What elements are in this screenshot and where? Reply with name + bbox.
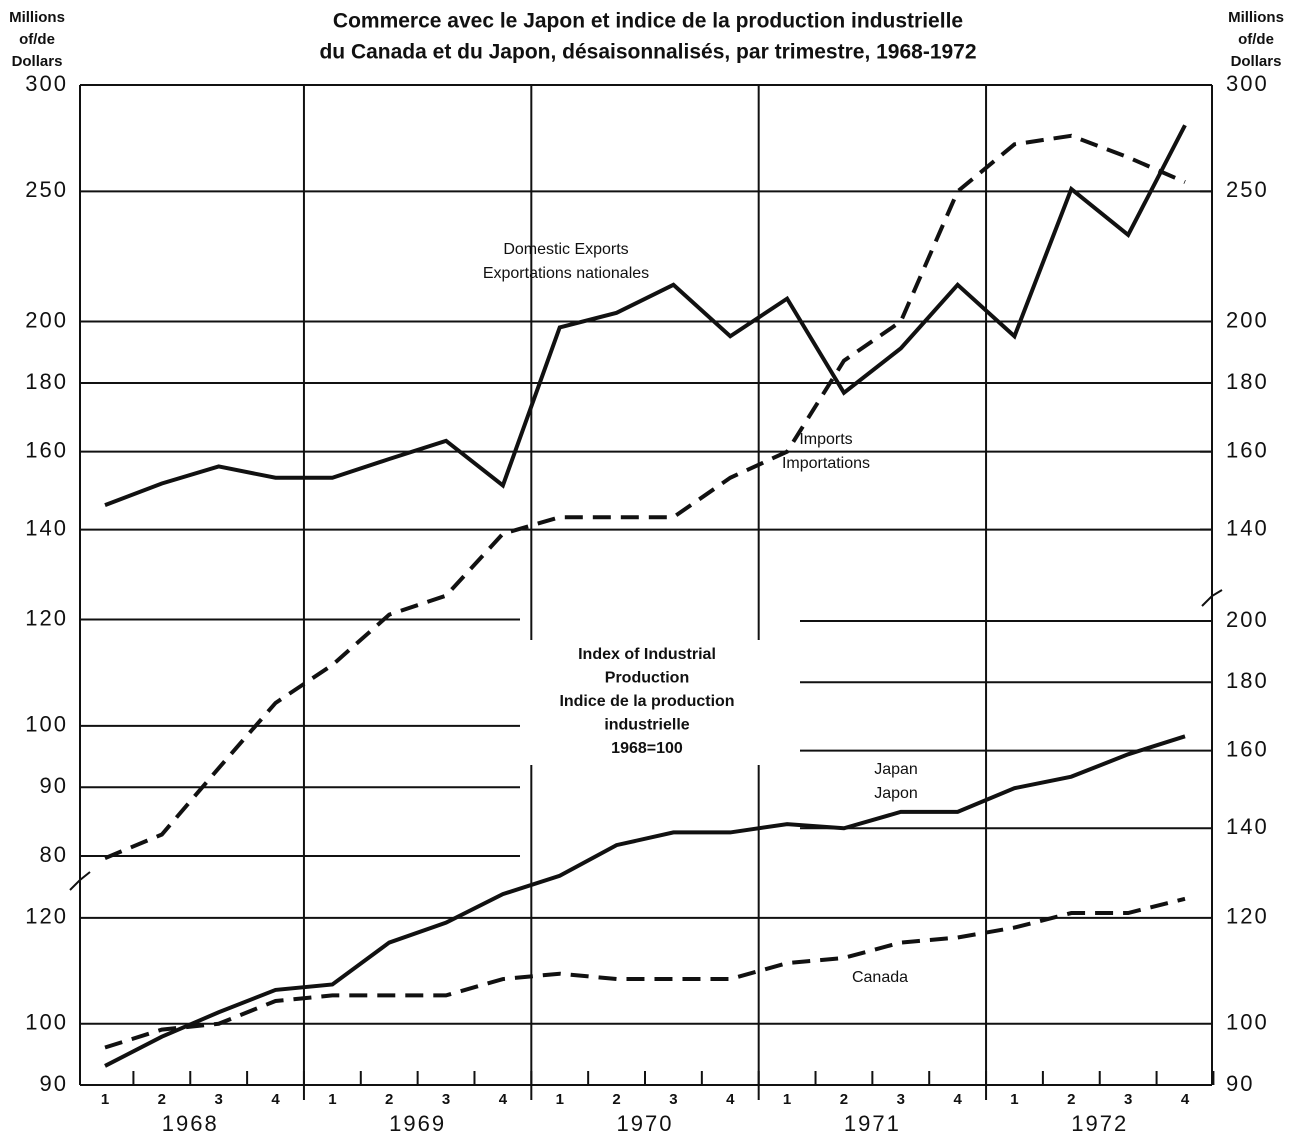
y-axis-label: of/de [19, 31, 55, 48]
y2-axis-label: Dollars [1231, 53, 1282, 70]
y-tick-label: 160 [25, 437, 68, 462]
series-label: Domestic Exports [503, 241, 628, 258]
axis-break [69, 871, 91, 891]
x-tick-label: 1 [328, 1091, 336, 1108]
series-label: Japan [874, 761, 918, 778]
series-line [104, 133, 1186, 861]
x-tick-label: 3 [1124, 1091, 1132, 1108]
x-tick-label: 4 [726, 1091, 735, 1108]
x-tick-label: 4 [499, 1091, 508, 1108]
y-tick-label: 300 [1226, 71, 1269, 96]
series-label: Japon [874, 785, 918, 802]
y-tick-label: 300 [25, 71, 68, 96]
y-tick-label: 80 [40, 842, 68, 867]
x-tick-label: 1 [1010, 1091, 1018, 1108]
y2-tick-label: 100 [25, 1010, 68, 1035]
note-background [530, 640, 766, 765]
y2-tick-label: 120 [25, 904, 68, 929]
y2-tick-label: 90 [1226, 1071, 1254, 1096]
y2-tick-label: 180 [1226, 668, 1269, 693]
series-line [104, 124, 1187, 507]
series-label: Imports [799, 431, 852, 448]
x-tick-label: 2 [158, 1091, 166, 1108]
x-tick-label: 2 [840, 1091, 848, 1108]
x-tick-label: 2 [1067, 1091, 1075, 1108]
x-tick-label: 4 [1181, 1091, 1190, 1108]
y2-tick-label: 90 [40, 1071, 68, 1096]
y-tick-label: 140 [1226, 515, 1269, 540]
y-tick-label: 250 [1226, 177, 1269, 202]
index-note: Production [605, 670, 689, 687]
y-axis-label: Dollars [12, 53, 63, 70]
x-tick-label: 3 [897, 1091, 905, 1108]
y2-tick-label: 200 [1226, 607, 1269, 632]
y-tick-label: 200 [1226, 307, 1269, 332]
series-line [104, 734, 1186, 1068]
y2-tick-label: 120 [1226, 904, 1269, 929]
y2-tick-label: 160 [1226, 736, 1269, 761]
y-tick-label: 100 [25, 712, 68, 737]
y2-tick-label: 140 [1226, 814, 1269, 839]
axis-break [1201, 589, 1223, 607]
index-note: industrielle [604, 717, 689, 734]
series-label: Importations [782, 455, 870, 472]
index-note: Index of Industrial [578, 646, 716, 663]
x-group-label: 1971 [844, 1111, 901, 1136]
y-tick-label: 180 [1226, 369, 1269, 394]
y-tick-label: 180 [25, 369, 68, 394]
x-group-label: 1968 [162, 1111, 219, 1136]
chart-title: Commerce avec le Japon et indice de la p… [333, 10, 963, 33]
x-tick-label: 2 [385, 1091, 393, 1108]
y2-axis-label: Millions [1228, 9, 1284, 26]
x-tick-label: 3 [669, 1091, 677, 1108]
x-group-label: 1972 [1071, 1111, 1128, 1136]
y-tick-label: 140 [25, 515, 68, 540]
series-label: Canada [852, 969, 908, 986]
x-tick-label: 3 [215, 1091, 223, 1108]
x-tick-label: 1 [783, 1091, 791, 1108]
y2-tick-label: 100 [1226, 1010, 1269, 1035]
x-group-label: 1970 [617, 1111, 674, 1136]
series-label: Exportations nationales [483, 265, 649, 282]
x-tick-label: 1 [556, 1091, 564, 1108]
x-tick-label: 1 [101, 1091, 109, 1108]
y-axis-label: Millions [9, 9, 65, 26]
x-group-label: 1969 [389, 1111, 446, 1136]
y2-axis-label: of/de [1238, 31, 1274, 48]
x-tick-label: 2 [612, 1091, 620, 1108]
y-tick-label: 120 [25, 605, 68, 630]
y-tick-label: 160 [1226, 437, 1269, 462]
x-tick-label: 4 [953, 1091, 962, 1108]
index-note: Indice de la production [559, 693, 734, 710]
y-tick-label: 200 [25, 307, 68, 332]
x-tick-label: 4 [271, 1091, 280, 1108]
y-tick-label: 90 [40, 773, 68, 798]
chart-title: du Canada et du Japon, désaisonnalisés, … [319, 41, 976, 64]
y-tick-label: 250 [25, 177, 68, 202]
index-note: 1968=100 [611, 740, 683, 757]
x-tick-label: 3 [442, 1091, 450, 1108]
